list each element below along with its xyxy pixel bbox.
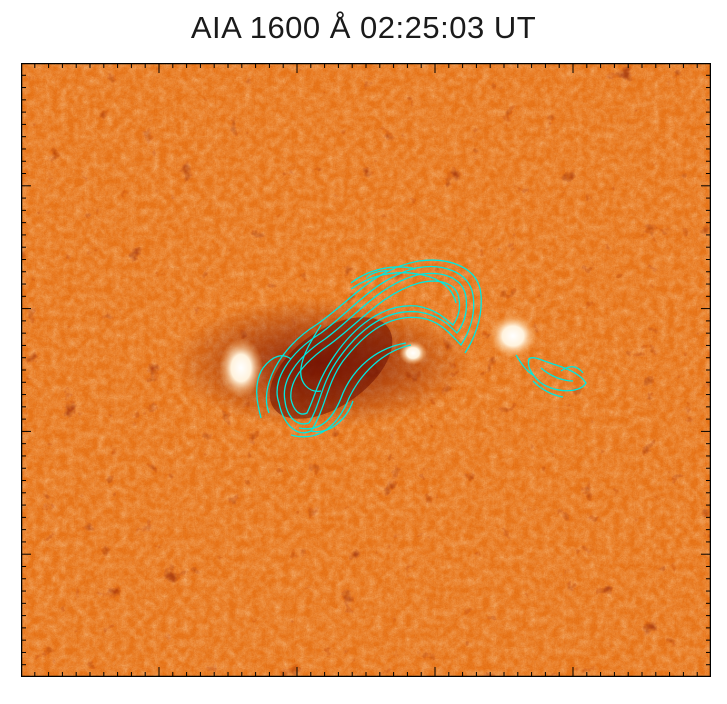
dark-lane	[269, 317, 393, 419]
bright-kernel-center	[399, 341, 427, 365]
solar-image-frame	[21, 63, 711, 677]
bright-kernel-west	[219, 338, 263, 398]
image-title: AIA 1600 Å 02:25:03 UT	[190, 10, 537, 45]
contour-ribbon-main	[256, 259, 482, 438]
contour-patch-east	[515, 354, 587, 398]
bright-kernel-east	[489, 314, 537, 358]
axis-ticks	[21, 63, 711, 677]
solar-image-plot	[21, 63, 711, 677]
